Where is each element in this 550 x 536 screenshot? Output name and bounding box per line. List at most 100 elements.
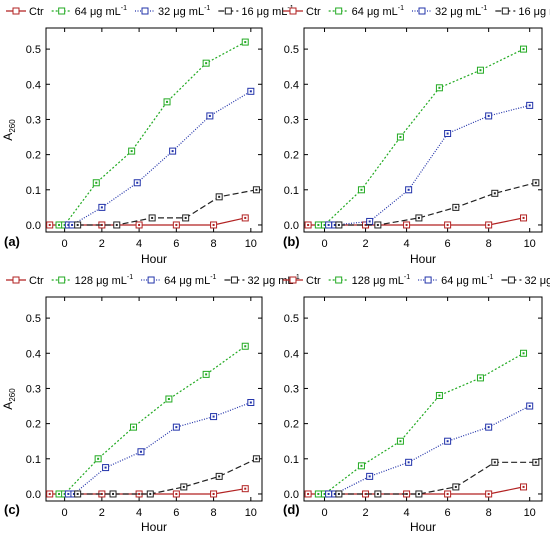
data-point-dot: [333, 492, 336, 495]
data-point-dot: [58, 492, 61, 495]
legend-swatch-marker: [147, 276, 155, 284]
data-point-dot: [255, 457, 258, 460]
data-point-dot: [100, 206, 103, 209]
legend-label-text: 32 μg mL: [435, 6, 481, 18]
x-tick-label: 2: [362, 238, 368, 250]
legend-label: Ctr: [306, 6, 321, 18]
data-point-dot: [337, 223, 340, 226]
series-line: [59, 345, 246, 495]
x-tick-label: 8: [211, 507, 217, 519]
data-point-dot: [95, 181, 98, 184]
data-point-dot: [212, 223, 215, 226]
y-tick-label: 0.1: [284, 454, 299, 466]
data-point-dot: [368, 475, 371, 478]
legend-label-text: 64 μg mL: [164, 275, 210, 287]
legend-label: 128 μg mL-1: [352, 274, 411, 287]
y-axis-title-main: A: [1, 402, 15, 410]
legend-label: 64 μg mL-1: [441, 274, 493, 287]
data-point-dot: [132, 426, 135, 429]
series-3: [325, 101, 534, 229]
data-point-dot: [212, 415, 215, 418]
y-tick-label: 0.4: [284, 348, 299, 360]
data-point-dot: [405, 223, 408, 226]
data-point-dot: [360, 188, 363, 191]
data-point-dot: [522, 352, 525, 355]
x-axis-title: Hour: [141, 520, 167, 534]
x-tick-label: 0: [321, 238, 327, 250]
data-point-dot: [175, 492, 178, 495]
data-point-dot: [323, 492, 326, 495]
legend-label-text: Ctr: [306, 275, 321, 287]
data-point-dot: [438, 86, 441, 89]
legend-swatch-marker: [418, 7, 426, 15]
y-tick-label: 0.2: [26, 150, 41, 162]
chart-panel-3: 0.0 0.1 0.2 0.3 0.4 0.5 0 2 4 6 8 10 Hour A260 (c) Ctr 1…: [1, 274, 300, 534]
data-point-dot: [208, 114, 211, 117]
data-point-dot: [130, 150, 133, 153]
x-tick-label: 0: [321, 507, 327, 519]
legend-swatch-marker: [335, 7, 343, 15]
data-point-dot: [479, 376, 482, 379]
data-point-dot: [182, 485, 185, 488]
y-tick-label: 0.4: [26, 79, 41, 91]
x-tick-label: 6: [173, 507, 179, 519]
legend-label: 32 μg mL-1: [247, 274, 299, 287]
data-point-dot: [166, 100, 169, 103]
x-tick-label: 6: [445, 238, 451, 250]
panel-label: (a): [4, 234, 20, 249]
legend-label-sup: -1: [398, 5, 404, 12]
y-tick-label: 0.4: [284, 79, 299, 91]
data-point-dot: [100, 223, 103, 226]
y-tick-label: 0.3: [284, 114, 299, 126]
data-point-dot: [138, 223, 141, 226]
y-tick-label: 0.0: [26, 220, 41, 232]
data-point-dot: [376, 223, 379, 226]
data-point-dot: [63, 492, 66, 495]
data-point-dot: [72, 492, 75, 495]
series-line: [338, 182, 536, 226]
data-point-dot: [522, 216, 525, 219]
legend-swatch-marker: [58, 7, 66, 15]
y-axis-title-sub: 260: [8, 119, 17, 133]
data-point-dot: [446, 223, 449, 226]
legend-label: 64 μg mL-1: [164, 274, 216, 287]
x-tick-label: 2: [362, 507, 368, 519]
data-point-dot: [48, 492, 51, 495]
y-axis-title-sub: 260: [8, 388, 17, 402]
series-2: [55, 38, 249, 229]
x-tick-label: 4: [136, 507, 142, 519]
data-point-dot: [528, 405, 531, 408]
data-point-dot: [493, 461, 496, 464]
data-point-dot: [175, 223, 178, 226]
legend-swatch-marker: [289, 7, 297, 15]
x-tick-label: 2: [99, 507, 105, 519]
data-point-dot: [317, 492, 320, 495]
series-2: [314, 45, 528, 229]
y-axis-title: A260: [1, 388, 17, 410]
chart-panel-4: 0.0 0.1 0.2 0.3 0.4 0.5 0 2 4 6 8 10 Hour (d) Ctr 128 μ…: [283, 274, 550, 534]
legend-label-text: Ctr: [306, 6, 321, 18]
chart-panel-1: 0.0 0.1 0.2 0.3 0.4 0.5 0 2 4 6 8 10 Hour A260 (a) Ctr 6…: [1, 5, 294, 266]
data-point-dot: [399, 440, 402, 443]
data-point-dot: [364, 492, 367, 495]
data-point-dot: [479, 69, 482, 72]
x-tick-label: 8: [486, 507, 492, 519]
y-axis-title: A260: [1, 119, 17, 141]
y-tick-label: 0.2: [284, 419, 299, 431]
data-point-dot: [487, 426, 490, 429]
legend-label: 32 μg mL-1: [158, 5, 210, 18]
legend-swatch-marker: [230, 276, 238, 284]
legend-label-text: 32 μg mL: [158, 6, 204, 18]
x-axis-title: Hour: [141, 252, 167, 266]
data-point-dot: [364, 223, 367, 226]
x-tick-label: 6: [173, 238, 179, 250]
data-point-dot: [438, 394, 441, 397]
legend-swatch-marker: [501, 7, 509, 15]
chart-panel-2: 0.0 0.1 0.2 0.3 0.4 0.5 0 2 4 6 8 10 Hour (b) Ctr 64 μg…: [283, 5, 550, 266]
series-3: [64, 87, 255, 229]
panel-label: (c): [4, 502, 20, 517]
y-tick-label: 0.1: [284, 185, 299, 197]
x-tick-label: 0: [62, 238, 68, 250]
